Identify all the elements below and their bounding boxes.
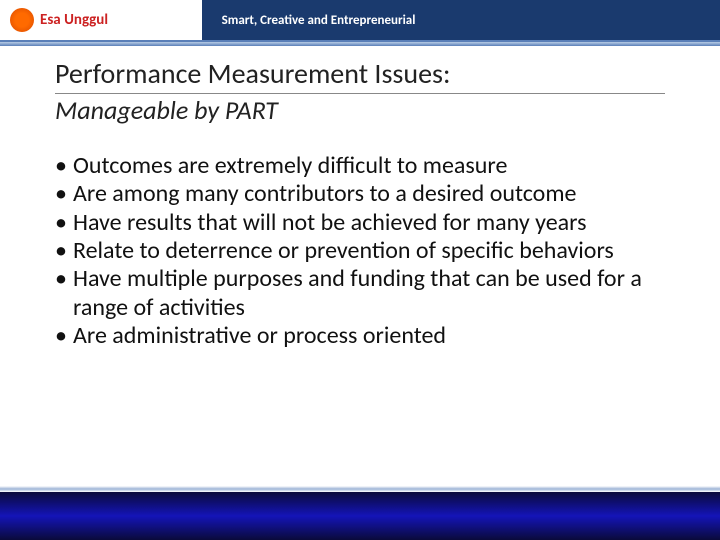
- footer-bar: [0, 492, 720, 540]
- bullet-list: Outcomes are extremely difficult to meas…: [55, 152, 665, 350]
- slide-content: Performance Measurement Issues: Manageab…: [0, 46, 720, 350]
- logo-text: Esa Unggul: [40, 11, 108, 29]
- bullet-item: Have results that will not be achieved f…: [55, 209, 665, 237]
- logo-icon: [10, 8, 34, 32]
- bullet-item: Are among many contributors to a desired…: [55, 180, 665, 208]
- bullet-item: Are administrative or process oriented: [55, 322, 665, 350]
- header-bar: Esa Unggul Smart, Creative and Entrepren…: [0, 0, 720, 42]
- logo-area: Esa Unggul: [0, 0, 202, 40]
- slide-subtitle: Manageable by PART: [55, 94, 665, 126]
- bullet-item: Relate to deterrence or prevention of sp…: [55, 237, 665, 265]
- slide-title: Performance Measurement Issues:: [55, 56, 665, 94]
- bullet-item: Outcomes are extremely difficult to meas…: [55, 152, 665, 180]
- bullet-item: Have multiple purposes and funding that …: [55, 265, 665, 322]
- tagline: Smart, Creative and Entrepreneurial: [202, 13, 416, 28]
